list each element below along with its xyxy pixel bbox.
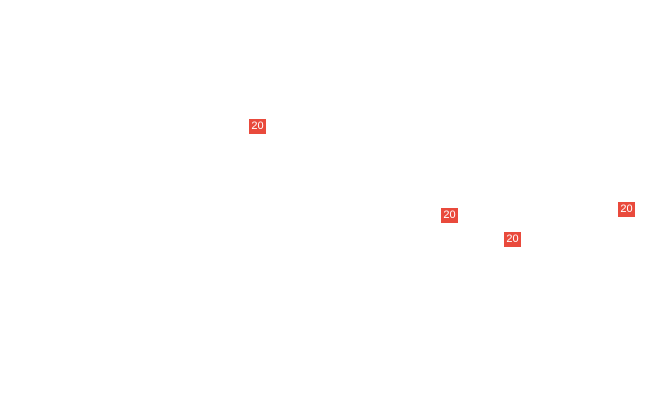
marker-badge[interactable]: 20 [249,119,266,134]
marker-badge[interactable]: 20 [441,208,458,223]
marker-badge[interactable]: 20 [504,232,521,247]
marker-badge[interactable]: 20 [618,202,635,217]
